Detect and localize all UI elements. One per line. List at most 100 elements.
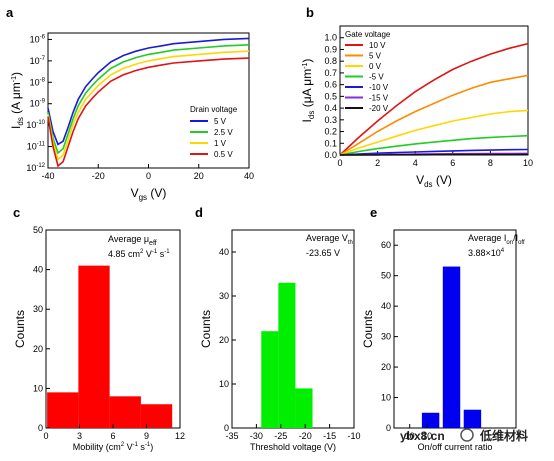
series-line--20V xyxy=(339,153,529,156)
x-tick-label: 20 xyxy=(194,171,204,181)
legend-entry: -20 V xyxy=(369,104,389,113)
y-axis-label: Counts xyxy=(361,310,375,348)
panel-c-mobility-histogram: 0 10 20 30 40 50 0 3 6 9 12 Counts Mobility (cm2 V-1… xyxy=(13,225,185,452)
y-tick-label: 0.3 xyxy=(324,115,337,125)
y-axis-label: Ids (A μm-1) xyxy=(9,72,25,129)
x-tick-label: 3 xyxy=(77,431,82,441)
y-tick-label: 0 xyxy=(224,423,229,433)
legend-entry: -10 V xyxy=(369,83,389,92)
panel-label-e: e xyxy=(370,205,377,220)
x-tick-label: 12 xyxy=(175,431,185,441)
histogram-bar xyxy=(47,392,79,428)
x-tick-label: 6 xyxy=(450,158,455,168)
y-tick-label: 10-12 xyxy=(26,163,45,173)
x-tick-label: 0 xyxy=(43,431,48,441)
y-tick-label: 30 xyxy=(33,304,43,314)
y-tick-label: 0.6 xyxy=(324,80,337,90)
y-tick-label: 10-7 xyxy=(30,56,46,66)
y-tick-label: 0.1 xyxy=(324,138,337,148)
x-tick-label: -20 xyxy=(92,171,105,181)
series-line-2.5V xyxy=(47,44,250,155)
y-tick-label: 10-11 xyxy=(27,142,46,152)
y-tick-label: 50 xyxy=(381,271,391,281)
x-tick-label: -10 xyxy=(347,431,360,441)
legend-entry: 2.5 V xyxy=(214,128,233,137)
annotation-value: 3.88×104 xyxy=(468,248,505,258)
y-axis-label: Counts xyxy=(13,310,27,348)
x-tick-label: -15 xyxy=(323,431,336,441)
y-tick-label: 40 xyxy=(219,247,229,257)
x-tick-label: 0 xyxy=(146,171,151,181)
x-tick-label: 0 xyxy=(337,158,342,168)
series-line-1V xyxy=(47,50,250,161)
y-tick-label: 1.0 xyxy=(324,33,337,43)
annotation-value: -23.65 V xyxy=(306,248,340,258)
x-tick-label: 10 xyxy=(422,431,432,441)
legend-entry: 1 V xyxy=(214,139,227,148)
histogram-bar xyxy=(261,331,279,428)
histogram-bar xyxy=(109,396,141,428)
series-line--5V xyxy=(339,134,529,156)
y-tick-label: 10 xyxy=(219,379,229,389)
x-axis-label: Mobility (cm2 V-1 s-1) xyxy=(73,442,154,452)
legend-entry: 10 V xyxy=(369,41,386,50)
panel-b-output-curves: 0 2 4 6 8 10 0.0 0.10.2 0.3 0.4 0.50.6 0.7 0.8 0.91.0… xyxy=(300,25,533,189)
y-tick-label: 50 xyxy=(33,225,43,235)
legend-entry: -15 V xyxy=(369,94,389,103)
y-tick-label: 0.8 xyxy=(324,56,337,66)
x-tick-label: 4 xyxy=(413,158,418,168)
panel-label-b: b xyxy=(306,5,314,20)
series-line-0.5V xyxy=(47,57,250,168)
legend-entry: 0.5 V xyxy=(214,150,233,159)
x-tick-label: -20 xyxy=(299,431,312,441)
x-tick-label: 9 xyxy=(144,431,149,441)
x-tick-label: 6 xyxy=(110,431,115,441)
y-tick-label: 40 xyxy=(33,265,43,275)
y-tick-label: 10 xyxy=(381,393,391,403)
x-tick-label: -35 xyxy=(225,431,238,441)
y-tick-label: 0.5 xyxy=(324,91,337,101)
y-tick-label: 40 xyxy=(381,301,391,311)
y-tick-label: 0.9 xyxy=(324,44,337,54)
watermark-brand: 低维材料 xyxy=(479,428,528,443)
y-tick-label: 10-9 xyxy=(30,99,46,109)
y-tick-label: 30 xyxy=(219,291,229,301)
legend-entry: 5 V xyxy=(369,52,382,61)
series-line-0V xyxy=(339,109,529,156)
y-tick-label: 30 xyxy=(381,332,391,342)
histogram-bar xyxy=(463,409,482,428)
panel-a-transfer-curves: -40 -20 0 20 40 10-12 10-11 10-10 10-9 10-8 10-7 10… xyxy=(9,32,254,202)
x-tick-label: 2 xyxy=(375,158,380,168)
panel-e-onoff-histogram: 0 10 20 30 40 50 60 10 10 Counts On/off current ra… xyxy=(361,229,525,452)
x-tick-label: -30 xyxy=(250,431,263,441)
histogram-bar xyxy=(140,404,173,428)
annotation-title: Average Ion/Ioff xyxy=(468,233,525,246)
series-line-5V xyxy=(339,74,529,156)
y-tick-label: 10-6 xyxy=(30,34,46,44)
y-axis-label: Counts xyxy=(199,310,213,348)
series-line-5V xyxy=(47,37,250,146)
y-tick-label: 0.7 xyxy=(324,68,337,78)
legend-entry: -5 V xyxy=(369,73,384,82)
legend-entry: 0 V xyxy=(369,62,382,71)
x-tick-label: 10 xyxy=(523,158,533,168)
x-axis-label: On/off current ratio xyxy=(418,442,493,452)
histogram-bar xyxy=(78,265,110,428)
y-tick-label: 20 xyxy=(33,344,43,354)
y-tick-label: 10-10 xyxy=(26,120,45,130)
watermark-site: ybx8.cn xyxy=(400,429,445,443)
histogram-bar xyxy=(278,282,296,428)
annotation-title: Average μeff xyxy=(108,234,157,247)
y-tick-label: 60 xyxy=(381,240,391,250)
panel-label-d: d xyxy=(195,205,203,220)
histogram-bar xyxy=(421,412,440,428)
y-tick-label: 0.2 xyxy=(324,127,337,137)
x-axis-label: Vds (V) xyxy=(416,173,452,189)
y-axis-label: Ids (μA μm-1) xyxy=(300,59,316,123)
histogram-bar xyxy=(442,266,461,428)
legend-entry: 5 V xyxy=(214,117,227,126)
series-line--10V xyxy=(339,148,529,156)
x-axis-label: Threshold voltage (V) xyxy=(250,442,336,452)
y-tick-label: 0.4 xyxy=(324,103,337,113)
